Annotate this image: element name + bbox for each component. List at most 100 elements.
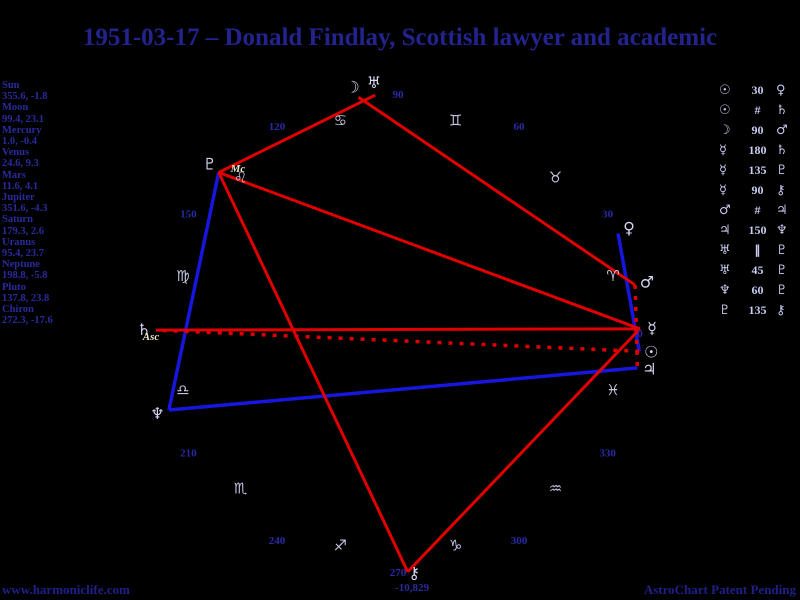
planet-longitude-declination: 355.6, -1.8 xyxy=(2,91,48,103)
ring-label-150: 150 xyxy=(180,209,197,221)
sign-glyph-leo-icon: ♌ xyxy=(234,169,247,187)
sign-glyph-capricorn-icon: ♑ xyxy=(449,536,462,554)
planet-glyph-jupiter-icon: ♃ xyxy=(642,360,656,379)
planet-glyph-icon: ☽ xyxy=(719,122,731,138)
planet-glyph-venus-icon: ♀ xyxy=(623,219,635,238)
planet-row-mercury: Mercury 1.0, -0.4 xyxy=(2,125,122,147)
planet-name: Neptune xyxy=(2,259,40,271)
ring-label-210: 210 xyxy=(180,448,197,460)
aspect-row-sun-30-venus: ☉ 30 ♀ xyxy=(719,80,798,100)
planet-glyph-icon: ♆ xyxy=(719,282,731,298)
planet-longitude-declination: 11.6, 4.1 xyxy=(2,180,39,192)
sign-glyph-aquarius-icon: ♒ xyxy=(549,479,562,497)
planet-longitude-declination: 272.3, -17.6 xyxy=(2,315,53,327)
aspect-row-neptune-60-pluto: ♆ 60 ♇ xyxy=(719,280,798,300)
planet-longitude-declination: 179.3, 2.6 xyxy=(2,225,44,237)
planet-glyph-icon: ☿ xyxy=(719,142,727,158)
aspect-value: 135 xyxy=(748,162,767,177)
planet-row-neptune: Neptune 198.8, -5.8 xyxy=(2,259,122,281)
aspect-row-mercury-135-pluto: ☿ 135 ♇ xyxy=(719,160,798,180)
planet-glyph-moon-icon: ☽ xyxy=(345,77,359,96)
sign-glyph-sagittarius-icon: ♐ xyxy=(334,536,347,554)
sign-glyph-libra-icon: ♎ xyxy=(176,381,189,399)
planet-glyph-icon: ♃ xyxy=(719,222,731,238)
planet-row-sun: Sun 355.6, -1.8 xyxy=(2,80,122,102)
footer-website-link[interactable]: www.harmoniclife.com xyxy=(2,582,130,597)
planet-glyph-icon: ☉ xyxy=(719,82,731,98)
planet-glyph-neptune-icon: ♆ xyxy=(150,404,164,423)
aspect-row-uranus-parallel-pluto: ♅ ∥ ♇ xyxy=(719,240,798,260)
aspect-row-jupiter-150-neptune: ♃ 150 ♆ xyxy=(719,220,798,240)
aspect-line-mercury-pluto xyxy=(218,171,641,331)
planet-glyph-icon: ♇ xyxy=(776,282,788,298)
planet-row-chiron: Chiron 272.3, -17.6 xyxy=(2,304,122,326)
planet-row-uranus: Uranus 95.4, 23.7 xyxy=(2,237,122,259)
planet-glyph-saturn-icon: ♄ xyxy=(137,320,151,339)
ring-label-120: 120 xyxy=(269,121,286,133)
aspect-line-moon-mars xyxy=(357,95,636,287)
aspect-value: 90 xyxy=(751,182,764,197)
planet-row-pluto: Pluto 137.8, 23.8 xyxy=(2,282,122,304)
aspect-value: 90 xyxy=(751,122,764,137)
aspect-value: 45 xyxy=(751,262,764,277)
planet-glyph-icon: ♄ xyxy=(776,142,788,158)
sign-glyph-scorpio-icon: ♏ xyxy=(234,479,248,497)
planet-name: Jupiter xyxy=(2,192,35,204)
aspect-line-sun-saturn xyxy=(155,328,640,354)
aspect-list-panel: ☉ 30 ♀ ☉ # ♄ ☽ 90 ♂ ☿ 180 ♄ ☿ 135 ♇ ☿ 90 ⚷ ♂ # ♃ ♃ 150 ♆ ♅ ∥ ♇ ♅ 45 ♇… xyxy=(719,80,798,320)
planet-glyph-icon: ⚷ xyxy=(776,182,786,198)
planet-glyph-mercury-icon: ☿ xyxy=(647,319,657,338)
planet-glyph-icon: ♆ xyxy=(776,222,788,238)
planet-glyph-icon: ♇ xyxy=(776,262,788,278)
planet-glyph-mars-icon: ♂ xyxy=(640,273,654,292)
planet-longitude-declination: 351.6, -4.3 xyxy=(2,203,48,215)
planet-glyph-icon: ♂ xyxy=(719,202,731,218)
planet-longitude-declination: 137.8, 23.8 xyxy=(2,292,50,304)
planet-glyph-chiron-icon: ⚷ xyxy=(408,564,420,583)
planet-glyph-icon: ♇ xyxy=(719,302,731,318)
planet-longitude-declination: 198.8, -5.8 xyxy=(2,270,48,282)
planet-name: Mercury xyxy=(2,124,42,136)
planet-glyph-icon: ♂ xyxy=(776,122,788,138)
planet-longitude-declination: 24.6, 9.3 xyxy=(2,158,39,170)
planet-longitude-declination: 95.4, 23.7 xyxy=(2,248,44,260)
sign-glyph-pisces-icon: ♓ xyxy=(606,381,619,399)
planet-glyph-sun-icon: ☉ xyxy=(644,342,658,361)
ring-label-330: 330 xyxy=(599,448,616,460)
ring-label-0: 0 xyxy=(637,328,643,340)
aspect-row-mercury-180-saturn: ☿ 180 ♄ xyxy=(719,140,798,160)
aspect-value: 150 xyxy=(748,222,767,237)
planet-row-moon: Moon 99.4, 23.1 xyxy=(2,102,122,124)
planet-glyph-icon: ♀ xyxy=(776,82,786,98)
planet-glyph-icon: ♃ xyxy=(776,202,788,218)
aspect-line-pluto-chiron xyxy=(217,171,410,573)
aspect-row-sun-contraparallel-saturn: ☉ # ♄ xyxy=(719,100,798,120)
aspect-value: # xyxy=(754,102,761,117)
planet-glyph-icon: ☿ xyxy=(719,162,727,178)
ring-label-60: 60 xyxy=(514,121,526,133)
aspect-row-uranus-45-pluto: ♅ 45 ♇ xyxy=(719,260,798,280)
planet-row-venus: Venus 24.6, 9.3 xyxy=(2,147,122,169)
aspect-line-pluto-neptune xyxy=(167,172,221,411)
aspect-value: ∥ xyxy=(754,242,761,257)
planet-longitude-declination: 99.4, 23.1 xyxy=(2,113,44,125)
ring-label-270: 270 xyxy=(390,567,407,579)
aspect-line-mercury-saturn xyxy=(156,327,640,332)
planet-glyph-icon: ♇ xyxy=(776,242,788,258)
sign-glyph-taurus-icon: ♉ xyxy=(549,169,562,187)
aspect-value: 30 xyxy=(751,82,764,97)
aspect-row-mercury-90-chiron: ☿ 90 ⚷ xyxy=(719,180,798,200)
angle-marker-asc: Asc xyxy=(142,331,160,343)
aspect-line-neptune-jupiter xyxy=(168,366,638,412)
aspect-line-mercury-chiron xyxy=(406,327,642,573)
planet-glyph-icon: ♅ xyxy=(719,262,731,278)
planet-glyph-icon: ♄ xyxy=(776,102,788,118)
planet-name: Pluto xyxy=(2,281,26,293)
ring-label-90: 90 xyxy=(393,89,405,101)
planet-glyph-icon: ♇ xyxy=(776,162,788,178)
ring-label-300: 300 xyxy=(511,535,528,547)
planet-longitude-declination: 1.0, -0.4 xyxy=(2,136,37,148)
planet-name: Venus xyxy=(2,147,30,159)
